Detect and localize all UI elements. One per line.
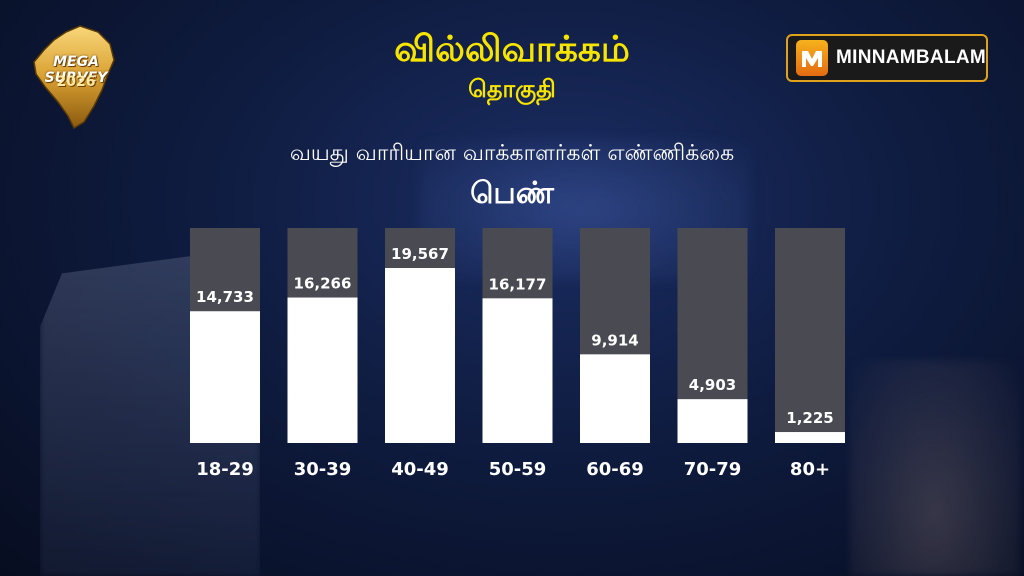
constituency-title: வில்லிவாக்கம்	[394, 29, 630, 70]
bar	[775, 432, 845, 443]
chart-title: வயது வாரியான வாக்காளர்கள் எண்ணிக்கை	[289, 141, 735, 166]
tamil-nadu-map-icon	[33, 25, 115, 130]
bar	[385, 268, 455, 443]
bar	[190, 311, 260, 443]
minnambalam-brand-badge: MINNAMBALAM	[786, 34, 988, 82]
bar	[677, 399, 748, 443]
constituency-subtitle: தொகுதி	[468, 75, 556, 103]
x-tick-label: 50-59	[489, 459, 547, 480]
bar-value-label: 4,903	[689, 376, 736, 394]
bar-value-label: 9,914	[591, 331, 638, 349]
brand-name: MINNAMBALAM	[836, 47, 986, 68]
minnambalam-logo-icon	[796, 40, 828, 76]
x-tick-label: 60-69	[586, 459, 644, 480]
x-tick-label: 70-79	[684, 459, 742, 480]
logo-survey-label: MEGA SURVEY	[44, 54, 108, 86]
x-tick-label: 30-39	[294, 459, 352, 480]
bar-value-label: 16,266	[294, 275, 352, 293]
bar	[580, 354, 650, 443]
x-tick-label: 18-29	[196, 459, 254, 480]
logo-year-label: 2026	[56, 74, 96, 90]
bar	[482, 298, 553, 443]
bar-value-label: 1,225	[786, 409, 833, 427]
bar	[287, 297, 358, 443]
mega-survey-logo: MEGA SURVEY 2026	[28, 24, 124, 130]
x-tick-label: 80+	[790, 459, 830, 480]
bar-value-label: 14,733	[196, 288, 254, 306]
bar-track	[775, 228, 845, 443]
bar-value-label: 19,567	[391, 245, 449, 263]
chart-gender-label: பெண்	[470, 176, 554, 211]
bar-value-label: 16,177	[489, 275, 547, 293]
x-tick-label: 40-49	[391, 459, 449, 480]
